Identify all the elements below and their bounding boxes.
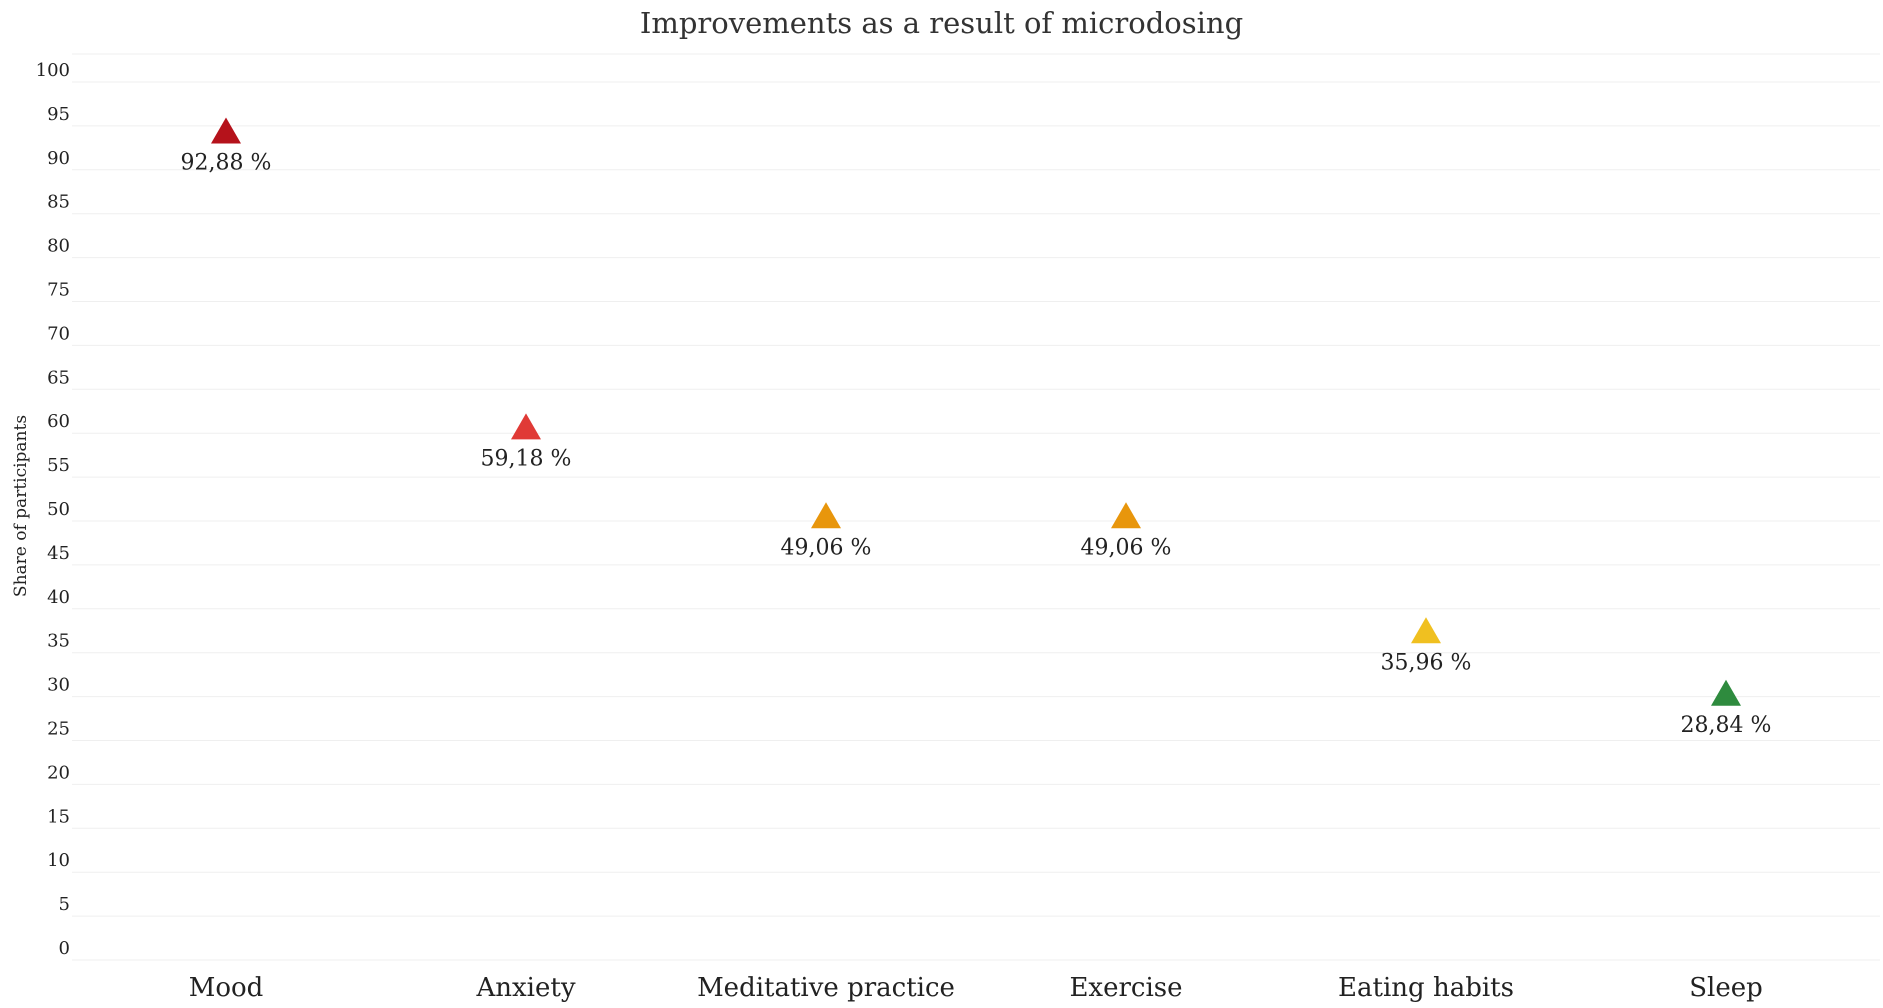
x-tick-label: Meditative practice — [697, 973, 955, 1003]
data-label: 49,06 % — [781, 535, 872, 560]
grid-lines — [72, 53, 1880, 961]
y-tick-label: 25 — [47, 719, 70, 740]
data-point-triangle — [1111, 502, 1141, 529]
data-label: 28,84 % — [1681, 713, 1772, 738]
y-tick-label: 35 — [47, 631, 70, 652]
data-point-triangle — [811, 502, 841, 529]
y-tick-label: 60 — [47, 411, 70, 432]
x-tick-label: Eating habits — [1338, 973, 1514, 1003]
data-label: 49,06 % — [1081, 535, 1172, 560]
y-tick-label: 100 — [36, 60, 70, 81]
y-tick-label: 0 — [59, 938, 70, 959]
y-tick-label: 55 — [47, 455, 70, 476]
x-axis-ticks: Mood Anxiety Meditative practice Exercise Ea… — [189, 973, 1763, 1003]
x-tick-label: Exercise — [1069, 973, 1182, 1003]
y-tick-label: 5 — [59, 894, 70, 915]
chart-title: Improvements as a result of microdosing — [639, 6, 1244, 40]
data-point-triangle — [1711, 679, 1741, 706]
y-tick-label: 10 — [47, 850, 70, 871]
y-tick-label: 30 — [47, 675, 70, 696]
y-tick-label: 40 — [47, 587, 70, 608]
y-tick-label: 70 — [47, 323, 70, 344]
data-markers — [211, 117, 1741, 706]
data-point-triangle — [1411, 617, 1441, 644]
data-point-triangle — [211, 117, 241, 144]
y-tick-label: 80 — [47, 236, 70, 257]
x-tick-label: Mood — [189, 973, 264, 1003]
y-tick-label: 15 — [47, 806, 70, 827]
y-tick-label: 45 — [47, 543, 70, 564]
data-label: 35,96 % — [1381, 650, 1472, 675]
y-tick-label: 95 — [47, 104, 70, 125]
y-tick-label: 75 — [47, 280, 70, 301]
y-axis-label: Share of participants — [11, 415, 31, 597]
y-tick-label: 90 — [47, 148, 70, 169]
y-tick-label: 50 — [47, 499, 70, 520]
y-tick-label: 65 — [47, 367, 70, 388]
y-tick-label: 20 — [47, 762, 70, 783]
data-label: 59,18 % — [481, 446, 572, 471]
y-tick-label: 85 — [47, 192, 70, 213]
x-tick-label: Anxiety — [475, 973, 575, 1003]
x-tick-label: Sleep — [1689, 973, 1763, 1003]
data-point-triangle — [511, 413, 541, 440]
y-axis-ticks: 0 5 10 15 20 25 30 35 40 45 50 55 60 65 70 75 80 85 90 95 10… — [36, 60, 70, 959]
data-labels: 92,88 % 59,18 % 49,06 % 49,06 % 35,96 % 28,84… — [181, 151, 1772, 738]
data-label: 92,88 % — [181, 151, 272, 176]
